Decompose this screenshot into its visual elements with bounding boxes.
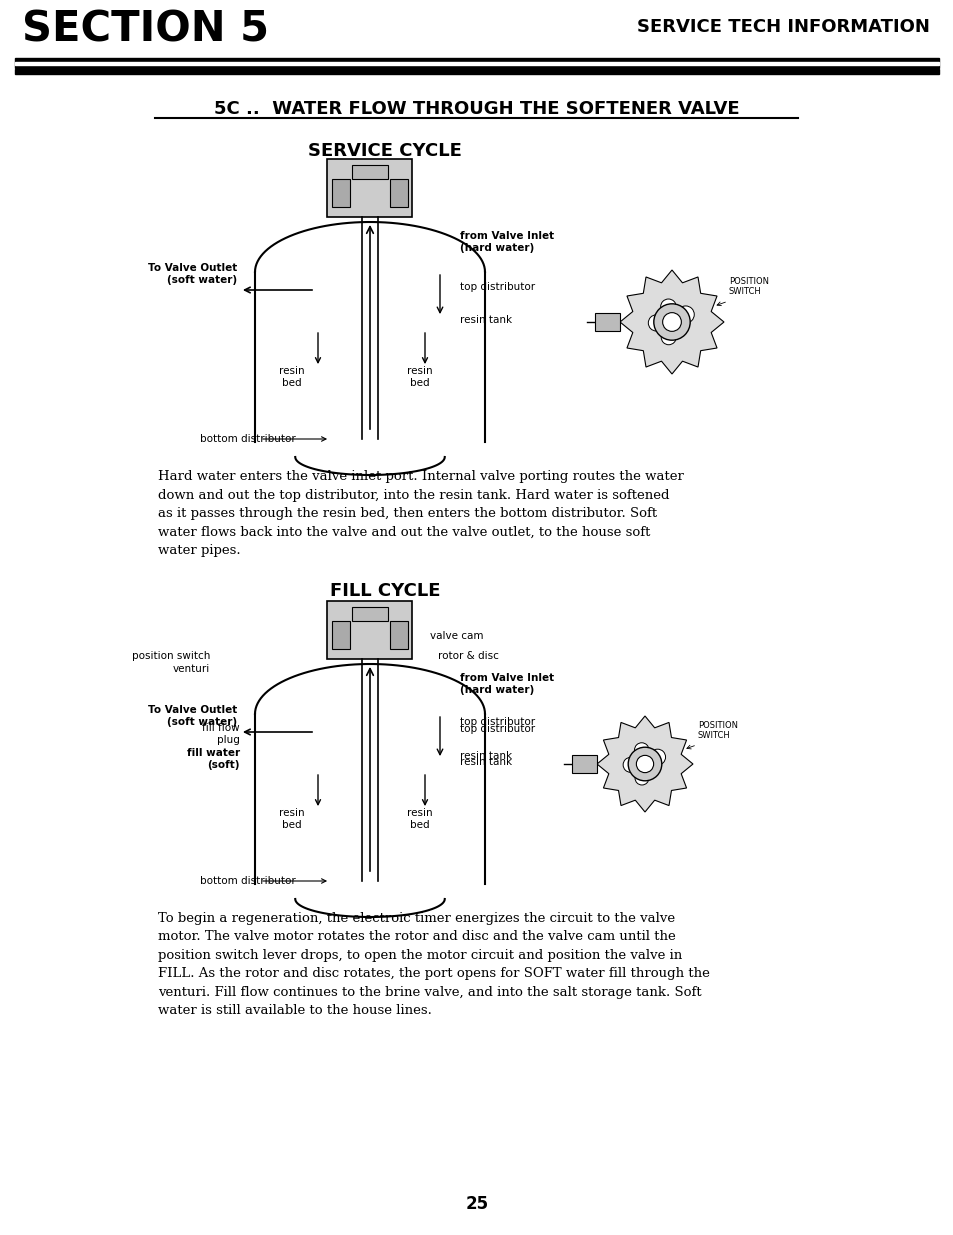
Polygon shape: [619, 270, 723, 374]
Text: FILL CYCLE: FILL CYCLE: [330, 582, 439, 600]
Text: SERVICE TECH INFORMATION: SERVICE TECH INFORMATION: [637, 19, 929, 36]
Text: resin
bed: resin bed: [279, 808, 305, 830]
Text: POSITION
SWITCH: POSITION SWITCH: [728, 277, 768, 296]
Bar: [15, 69, 938, 74]
Text: from Valve Inlet
(hard water): from Valve Inlet (hard water): [459, 673, 554, 695]
Circle shape: [653, 304, 689, 340]
Bar: [572, 755, 597, 773]
Text: top distributor: top distributor: [459, 724, 535, 734]
Circle shape: [660, 299, 676, 315]
Text: POSITION
SWITCH: POSITION SWITCH: [698, 720, 738, 740]
Text: valve cam: valve cam: [430, 631, 483, 641]
Circle shape: [622, 757, 638, 772]
Circle shape: [662, 312, 680, 331]
Text: venturi: venturi: [172, 664, 210, 674]
Text: top distributor: top distributor: [459, 718, 535, 727]
Text: resin
bed: resin bed: [279, 367, 305, 388]
Text: resin
bed: resin bed: [407, 367, 433, 388]
Text: To begin a regeneration, the electroic timer energizes the circuit to the valve
: To begin a regeneration, the electroic t…: [158, 911, 709, 1018]
Bar: [327, 601, 412, 659]
Text: Hard water enters the valve inlet port. Internal valve porting routes the water
: Hard water enters the valve inlet port. …: [158, 471, 683, 557]
Bar: [332, 179, 350, 207]
Circle shape: [648, 315, 664, 331]
Text: bottom distributor: bottom distributor: [200, 876, 295, 885]
Bar: [352, 606, 388, 621]
Bar: [327, 159, 412, 217]
Text: SECTION 5: SECTION 5: [22, 7, 269, 49]
Circle shape: [649, 750, 665, 764]
Text: 25: 25: [465, 1195, 488, 1213]
Text: 5C ..  WATER FLOW THROUGH THE SOFTENER VALVE: 5C .. WATER FLOW THROUGH THE SOFTENER VA…: [214, 100, 739, 119]
Text: from Valve Inlet
(hard water): from Valve Inlet (hard water): [459, 231, 554, 253]
Circle shape: [627, 747, 661, 781]
Text: resin
bed: resin bed: [407, 808, 433, 830]
Text: resin tank: resin tank: [459, 315, 512, 325]
Circle shape: [635, 771, 648, 785]
Circle shape: [634, 742, 648, 757]
Text: SERVICE CYCLE: SERVICE CYCLE: [308, 142, 461, 161]
Bar: [352, 165, 388, 179]
Polygon shape: [597, 716, 692, 811]
Circle shape: [677, 306, 694, 324]
Text: fill water
(soft): fill water (soft): [187, 748, 240, 769]
Text: fill flow
plug: fill flow plug: [202, 724, 240, 745]
Text: rotor & disc: rotor & disc: [437, 651, 498, 661]
Text: To Valve Outlet
(soft water): To Valve Outlet (soft water): [148, 705, 236, 727]
Circle shape: [660, 330, 676, 345]
Text: bottom distributor: bottom distributor: [200, 433, 295, 445]
Text: To Valve Outlet
(soft water): To Valve Outlet (soft water): [148, 263, 236, 285]
Circle shape: [636, 756, 653, 773]
Bar: [332, 621, 350, 650]
Bar: [390, 621, 408, 650]
Text: position switch: position switch: [132, 651, 210, 661]
Text: top distributor: top distributor: [459, 282, 535, 291]
Bar: [15, 62, 938, 65]
Bar: [390, 179, 408, 207]
Text: resin tank: resin tank: [459, 751, 512, 761]
Bar: [15, 58, 938, 68]
Text: resin tank: resin tank: [459, 757, 512, 767]
Bar: [595, 312, 619, 331]
